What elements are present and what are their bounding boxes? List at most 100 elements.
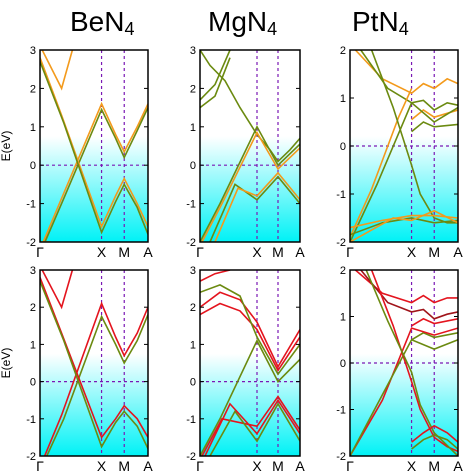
panel0-xtick-label-2: M xyxy=(118,244,130,260)
panel0-frame xyxy=(39,49,149,243)
panel4-ytick-label-1: 2 xyxy=(190,302,196,314)
panel3-ytick-label-5: -2 xyxy=(26,451,36,463)
panel3-xtick-label-1: X xyxy=(97,458,107,474)
panel5-band-9 xyxy=(411,434,458,450)
panel3-xtick-label-0: Γ xyxy=(36,458,44,474)
panel0-ytick-label-3: 0 xyxy=(30,160,36,172)
panel3-band-4 xyxy=(41,270,74,310)
panel3-ylabel: E(eV) xyxy=(0,348,13,379)
panel2-band-1 xyxy=(360,50,458,111)
panel1-band-4 xyxy=(201,130,300,242)
panel3-band-0 xyxy=(43,301,148,456)
panel5-band-0 xyxy=(354,270,458,304)
panel4-band-4 xyxy=(200,338,300,456)
panel3-xtick-label-3: A xyxy=(143,458,153,474)
title-mgn4-subscript: 4 xyxy=(267,19,278,39)
panel0-band-4 xyxy=(41,50,74,91)
panel5-ytick-label-3: -1 xyxy=(336,405,346,417)
panel1-ytick-label-4: -1 xyxy=(186,199,196,211)
panel4-band-0 xyxy=(200,270,231,282)
panel2-ytick-label-2: 0 xyxy=(340,141,346,153)
panel5-band-3 xyxy=(411,331,458,341)
panel1-band-0 xyxy=(200,50,231,101)
panel0-band-0 xyxy=(42,101,148,242)
panel2-band-5 xyxy=(350,88,413,238)
title-ptn4: PtN4 xyxy=(352,6,409,40)
panel1-ytick-label-3: 0 xyxy=(190,160,196,172)
panel2-xtick-label-2: M xyxy=(428,244,440,260)
panel2-band-9 xyxy=(350,209,458,242)
title-ben4-subscript: 4 xyxy=(124,19,135,39)
panel1-band-2 xyxy=(200,50,300,163)
panel1-ytick-label-0: 3 xyxy=(190,45,196,57)
panel2-xtick-label-1: X xyxy=(407,244,417,260)
panel2-ytick-label-1: 1 xyxy=(340,93,346,105)
panel4-ytick-label-2: 1 xyxy=(190,339,196,351)
panel4-frame xyxy=(199,269,301,457)
panel3-ytick-label-4: -1 xyxy=(26,414,36,426)
panel1-band-5 xyxy=(209,175,300,242)
panel4-xtick-label-1: X xyxy=(252,458,262,474)
panel0-xtick-label-0: Γ xyxy=(36,244,44,260)
title-mgn4-base: MgN xyxy=(208,6,268,37)
panel0-xtick-label-3: A xyxy=(143,244,153,260)
panel1-band-1 xyxy=(200,57,231,109)
panel5-band-2 xyxy=(411,317,458,327)
panel4-ytick-label-3: 0 xyxy=(190,377,196,389)
panel1-frame xyxy=(199,49,301,243)
panel2-ytick-label-0: 2 xyxy=(340,45,346,57)
panel2-band-3 xyxy=(411,121,458,133)
panel0-ytick-label-5: -2 xyxy=(26,237,36,249)
panel0-ytick-label-4: -1 xyxy=(26,199,36,211)
panel4-band-6 xyxy=(209,402,300,456)
panel1-ytick-label-5: -2 xyxy=(186,237,196,249)
panel3-band-3 xyxy=(40,280,148,449)
panel3-xtick-label-2: M xyxy=(118,458,130,474)
panel1-xtick-label-1: X xyxy=(252,244,262,260)
panel4-ytick-label-4: -1 xyxy=(186,414,196,426)
panel0-ytick-label-2: 1 xyxy=(30,122,36,134)
panel5-xtick-label-0: Γ xyxy=(346,458,354,474)
panel4-band-5 xyxy=(201,395,300,456)
panel5-xtick-label-1: X xyxy=(407,458,417,474)
panel4-ytick-label-5: -2 xyxy=(186,451,196,463)
panel3-frame xyxy=(39,269,149,457)
panel5-ytick-label-4: -2 xyxy=(336,451,346,463)
panel4-band-7 xyxy=(204,398,300,456)
panel2-band-8 xyxy=(350,217,458,236)
panel0-xtick-label-1: X xyxy=(97,244,107,260)
panel1-xtick-label-3: A xyxy=(295,244,305,260)
panel2-xtick-label-0: Γ xyxy=(346,244,354,260)
panel5-ytick-label-1: 1 xyxy=(340,312,346,324)
panel2-band-4 xyxy=(350,101,458,242)
panel5-band-5 xyxy=(350,338,458,456)
title-ben4-base: BeN xyxy=(70,6,125,37)
panel1-band-3 xyxy=(200,125,300,242)
panel3-ytick-label-0: 3 xyxy=(30,265,36,277)
panel2-ytick-label-3: -1 xyxy=(336,189,346,201)
panel4-band-2 xyxy=(200,302,300,372)
title-mgn4: MgN4 xyxy=(208,6,277,40)
panel0-band-1 xyxy=(44,107,148,242)
panel3-band-1 xyxy=(45,314,148,456)
panel2-xtick-label-3: A xyxy=(453,244,463,260)
panel0-ytick-label-0: 3 xyxy=(30,45,36,57)
panel4-band-1 xyxy=(200,291,300,369)
title-ptn4-subscript: 4 xyxy=(398,19,409,39)
panel4-ytick-label-0: 3 xyxy=(190,265,196,277)
panel0-band-3 xyxy=(40,61,148,235)
panel1-ytick-label-1: 2 xyxy=(190,83,196,95)
panel1-xtick-label-2: M xyxy=(272,244,284,260)
panel5-xtick-label-2: M xyxy=(428,458,440,474)
title-ben4: BeN4 xyxy=(70,6,134,40)
panel5-ytick-label-2: 0 xyxy=(340,358,346,370)
panel3-ytick-label-2: 1 xyxy=(30,339,36,351)
panel2-band-2 xyxy=(411,109,458,121)
panel4-xtick-label-2: M xyxy=(272,458,284,474)
panel5-band-8 xyxy=(411,424,458,443)
panel2-ytick-label-4: -2 xyxy=(336,237,346,249)
panel4-band-3 xyxy=(200,284,300,376)
panel3-ytick-label-1: 2 xyxy=(30,302,36,314)
